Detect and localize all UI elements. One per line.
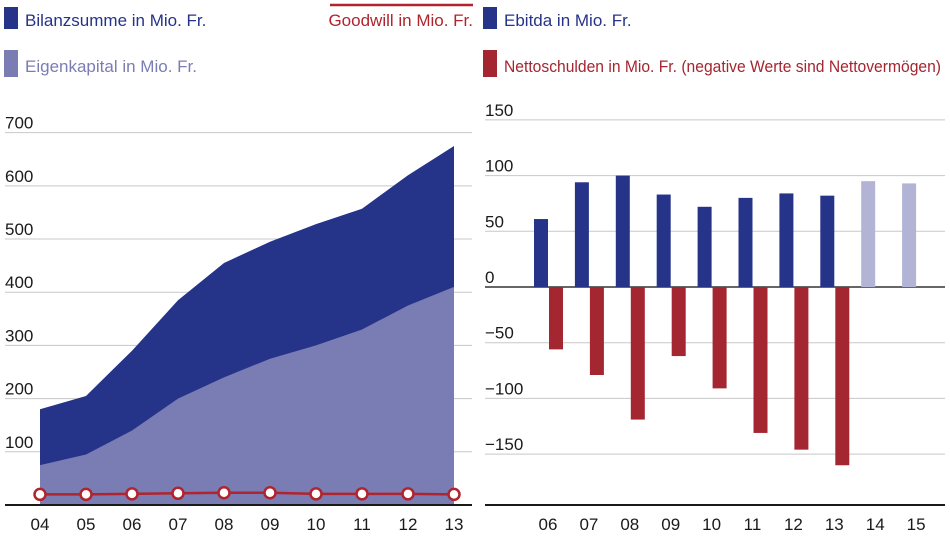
ebitda-bar: [656, 194, 671, 287]
left-y-tick-label: 700: [5, 114, 33, 133]
goodwill-point: [447, 487, 461, 502]
nettoschulden-bar: [794, 287, 809, 450]
right-x-tick-label: 13: [825, 515, 844, 534]
legend-label-nettoschulden: Nettoschulden in Mio. Fr. (negative Wert…: [504, 57, 941, 76]
right-y-tick-label: 50: [485, 212, 504, 231]
left-x-tick-label: 05: [77, 515, 96, 534]
right-legend: Ebitda in Mio. Fr. Nettoschulden in Mio.…: [483, 7, 941, 77]
right-x-tick-label: 10: [702, 515, 721, 534]
right-x-tick-labels: 06 07 08 09 10 11 12 13 14 15: [539, 515, 926, 534]
right-x-tick-label: 15: [907, 515, 926, 534]
legend-swatch-eigenkapital: [4, 50, 18, 77]
nettoschulden-bar: [630, 287, 645, 420]
goodwill-point: [125, 487, 139, 501]
ebitda-bar: [902, 183, 917, 287]
ebitda-bar: [861, 181, 876, 287]
ebitda-bar: [820, 195, 835, 287]
nettoschulden-bar: [589, 287, 604, 376]
left-x-tick-label: 11: [353, 515, 371, 534]
left-y-tick-label: 200: [5, 380, 33, 399]
left-x-tick-labels: 04 05 06 07 08 09 10 11 12 13: [31, 515, 464, 534]
nettoschulden-bar: [712, 287, 727, 389]
nettoschulden-bar: [549, 287, 563, 350]
right-y-tick-labels: 150 100 50 0 −50 −100 −150: [485, 101, 523, 454]
legend-label-goodwill: Goodwill in Mio. Fr.: [328, 11, 473, 30]
nettoschulden-bar: [835, 287, 850, 466]
right-x-tick-label: 11: [744, 515, 762, 534]
right-y-tick-label: 150: [485, 101, 513, 120]
goodwill-point: [401, 487, 415, 501]
right-x-tick-label: 12: [784, 515, 803, 534]
legend-label-bilanzsumme: Bilanzsumme in Mio. Fr.: [25, 11, 206, 30]
goodwill-point: [217, 486, 231, 500]
goodwill-line: [40, 491, 455, 496]
right-y-tick-label: 0: [485, 268, 494, 287]
goodwill-point: [171, 486, 185, 501]
right-x-tick-label: 08: [620, 515, 639, 534]
goodwill-point: [355, 487, 369, 501]
ebitda-bar: [615, 175, 630, 287]
eigenkapital-area: [40, 286, 454, 505]
right-y-tick-label: −50: [485, 324, 514, 343]
right-y-tick-label: −150: [485, 435, 523, 454]
left-y-tick-label: 600: [5, 167, 33, 186]
right-y-tick-label: −100: [485, 379, 523, 398]
left-x-tick-label: 06: [123, 515, 142, 534]
goodwill-point: [79, 487, 93, 502]
legend-label-eigenkapital: Eigenkapital in Mio. Fr.: [25, 57, 197, 76]
right-x-tick-label: 09: [661, 515, 680, 534]
right-x-tick-label: 14: [866, 515, 885, 534]
legend-label-ebitda: Ebitda in Mio. Fr.: [504, 11, 632, 30]
goodwill-line-series: [33, 486, 461, 502]
left-x-tick-label: 12: [399, 515, 418, 534]
left-x-tick-label: 09: [261, 515, 280, 534]
left-x-tick-label: 08: [215, 515, 234, 534]
left-x-tick-label: 07: [169, 515, 188, 534]
right-bar-series: [534, 175, 917, 466]
legend-swatch-bilanzsumme: [4, 7, 18, 29]
left-x-tick-label: 04: [31, 515, 50, 534]
left-y-tick-label: 400: [5, 273, 33, 292]
right-y-tick-label: 100: [485, 157, 513, 176]
goodwill-point: [263, 486, 277, 500]
legend-swatch-ebitda: [483, 7, 497, 29]
left-x-tick-label: 13: [445, 515, 464, 534]
ebitda-bar: [697, 206, 712, 287]
left-y-tick-label: 500: [5, 220, 33, 239]
ebitda-bar: [534, 219, 548, 287]
ebitda-bar: [574, 182, 589, 287]
left-y-tick-labels: 100 200 300 400 500 600 700: [5, 114, 33, 452]
left-x-tick-label: 10: [307, 515, 326, 534]
goodwill-point: [309, 487, 323, 501]
left-legend: Bilanzsumme in Mio. Fr. Eigenkapital in …: [4, 3, 473, 77]
goodwill-point: [33, 487, 47, 502]
nettoschulden-bar: [671, 287, 686, 357]
left-area-chart: 100 200 300 400 500 600 700 04 05 06 07 08 09 10 11 12…: [5, 114, 472, 534]
nettoschulden-bar: [753, 287, 768, 433]
right-bar-chart: 150 100 50 0 −50 −100 −150 06 07 08 09 10 11 12 13 14 1…: [485, 101, 945, 534]
right-x-tick-label: 07: [579, 515, 598, 534]
right-x-tick-label: 06: [539, 515, 558, 534]
ebitda-bar: [738, 197, 753, 287]
left-y-tick-label: 300: [5, 326, 33, 345]
left-y-tick-label: 100: [5, 433, 33, 452]
ebitda-bar: [779, 193, 794, 287]
legend-swatch-nettoschulden: [483, 50, 497, 77]
left-area-series: [40, 145, 454, 505]
